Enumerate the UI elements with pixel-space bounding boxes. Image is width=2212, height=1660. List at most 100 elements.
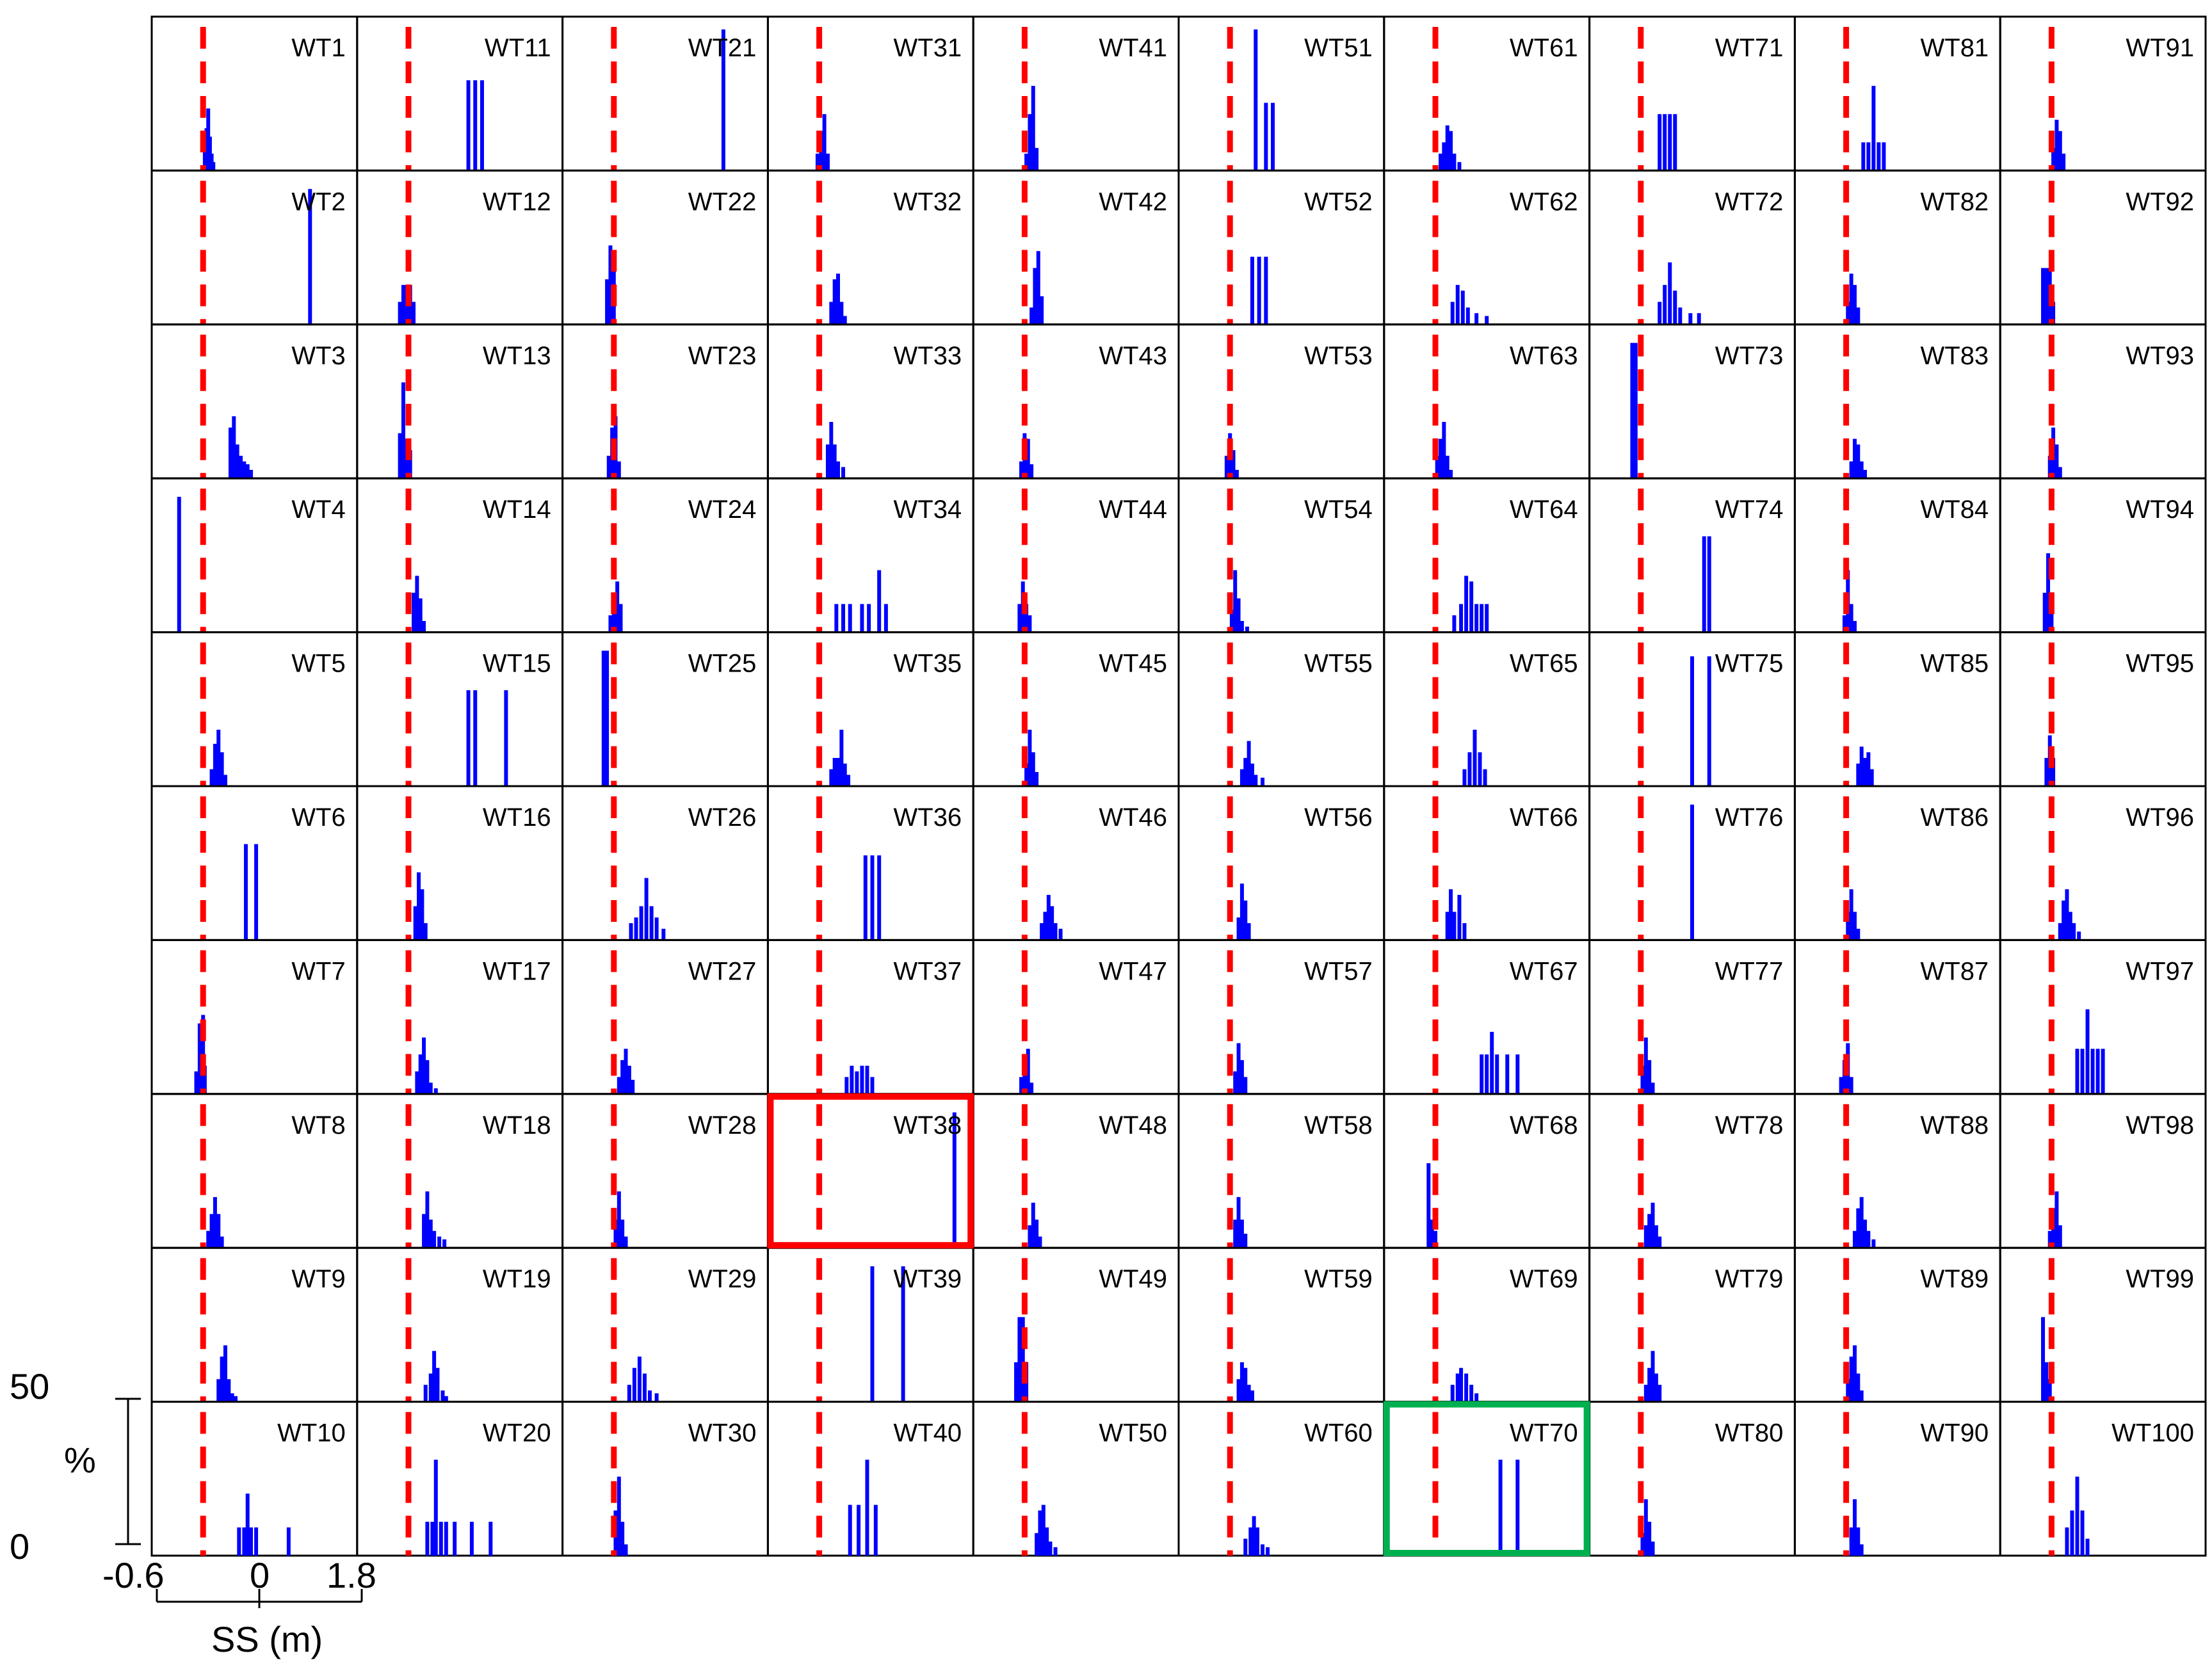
histogram-bar bbox=[829, 302, 834, 325]
panel-label: WT94 bbox=[2126, 496, 2194, 524]
panel-label: WT13 bbox=[483, 342, 551, 370]
panel-wt100: WT100 bbox=[1999, 1401, 2207, 1557]
panel-label: WT17 bbox=[483, 957, 551, 985]
panel-label: WT15 bbox=[483, 650, 551, 678]
panel-wt35: WT35 bbox=[766, 631, 974, 787]
histogram-bar bbox=[220, 752, 224, 786]
panel-label: WT37 bbox=[894, 957, 962, 985]
x-axis-scale: -0.6 0 1.8 SS (m) bbox=[102, 1555, 376, 1659]
histogram-bar bbox=[1430, 1220, 1434, 1248]
histogram-bar bbox=[618, 604, 623, 633]
panel-label: WT82 bbox=[1921, 188, 1989, 216]
panel-wt21: WT21 bbox=[561, 15, 769, 172]
panel-label: WT29 bbox=[688, 1265, 757, 1293]
histogram-bar bbox=[1457, 162, 1462, 171]
panel-label: WT28 bbox=[688, 1111, 757, 1140]
histogram-bar bbox=[1859, 461, 1864, 479]
histogram-bar bbox=[202, 1065, 207, 1094]
panel-wt53: WT53 bbox=[1177, 323, 1385, 479]
panel-wt87: WT87 bbox=[1793, 939, 2001, 1095]
histogram-bar bbox=[422, 620, 426, 633]
histogram-bar bbox=[639, 906, 643, 940]
histogram-bar bbox=[237, 1527, 241, 1556]
panel-wt99: WT99 bbox=[1999, 1246, 2207, 1403]
histogram-bar bbox=[841, 604, 846, 633]
histogram-bar bbox=[194, 1071, 198, 1094]
histogram-bar bbox=[398, 433, 402, 479]
histogram-bar bbox=[2058, 467, 2062, 479]
panel-label: WT26 bbox=[688, 803, 757, 832]
histogram-bar bbox=[213, 1197, 217, 1248]
histogram-bar bbox=[439, 1522, 443, 1556]
histogram-bar bbox=[1846, 1379, 1850, 1402]
panel-label: WT45 bbox=[1099, 650, 1167, 678]
histogram-bar bbox=[2075, 1476, 2079, 1556]
histogram-bar bbox=[608, 615, 613, 633]
histogram-bar bbox=[1668, 262, 1672, 325]
histogram-bar bbox=[1474, 1393, 1479, 1402]
highlight-box-wt38 bbox=[767, 1093, 974, 1249]
histogram-bar bbox=[836, 461, 841, 479]
panel-label: WT91 bbox=[2126, 34, 2194, 62]
panel-label: WT41 bbox=[1099, 34, 1167, 62]
histogram-bar bbox=[1643, 1499, 1648, 1556]
histogram-bar bbox=[1478, 752, 1482, 786]
histogram-bar bbox=[1053, 1547, 1058, 1556]
highlight-box-wt70 bbox=[1383, 1401, 1590, 1557]
histogram-bar bbox=[1663, 285, 1667, 325]
panel-label: WT52 bbox=[1304, 188, 1373, 216]
histogram-bar bbox=[832, 757, 837, 786]
panel-wt24: WT24 bbox=[561, 477, 769, 634]
histogram-bar bbox=[1257, 257, 1261, 325]
histogram-bar bbox=[627, 1385, 631, 1402]
histogram-bar bbox=[1856, 763, 1861, 786]
histogram-bar bbox=[249, 469, 254, 479]
histogram-bar bbox=[1224, 455, 1229, 479]
histogram-bar bbox=[1019, 461, 1024, 479]
histogram-bar bbox=[661, 928, 666, 940]
panel-wt61: WT61 bbox=[1383, 15, 1591, 172]
histogram-bar bbox=[1846, 912, 1850, 940]
panel-label: WT79 bbox=[1715, 1265, 1784, 1293]
histogram-bar bbox=[815, 153, 819, 171]
histogram-bar bbox=[1247, 1385, 1251, 1402]
panel-label: WT84 bbox=[1921, 496, 1989, 524]
histogram-bar bbox=[2062, 900, 2066, 940]
x-axis-tick-label-left: -0.6 bbox=[102, 1555, 165, 1595]
histogram-bar bbox=[2041, 268, 2046, 325]
panel-label: WT55 bbox=[1304, 650, 1373, 678]
histogram-bar bbox=[1028, 615, 1032, 633]
histogram-bar bbox=[2062, 153, 2066, 171]
panel-label: WT1 bbox=[291, 34, 345, 62]
histogram-bar bbox=[1250, 257, 1254, 325]
histogram-bar bbox=[1026, 1049, 1030, 1094]
histogram-bar bbox=[1031, 752, 1035, 786]
panel-wt72: WT72 bbox=[1588, 169, 1796, 326]
histogram-bar bbox=[1849, 604, 1853, 633]
histogram-bar bbox=[453, 1522, 457, 1556]
histogram-bar bbox=[2101, 1049, 2105, 1094]
histogram-bar bbox=[418, 598, 423, 633]
histogram-bar bbox=[232, 416, 236, 479]
histogram-bar bbox=[2070, 1510, 2074, 1556]
panel-label: WT33 bbox=[894, 342, 962, 370]
histogram-bar bbox=[1651, 1202, 1655, 1248]
panel-label: WT86 bbox=[1921, 803, 1989, 832]
panel-wt20: WT20 bbox=[356, 1401, 564, 1557]
histogram-bar bbox=[624, 1236, 628, 1248]
panel-label: WT25 bbox=[688, 650, 757, 678]
histogram-bar bbox=[631, 1079, 635, 1094]
histogram-bar bbox=[1236, 1043, 1241, 1094]
panel-wt42: WT42 bbox=[972, 169, 1180, 326]
histogram-bar bbox=[1271, 102, 1275, 171]
histogram-bar bbox=[228, 427, 232, 479]
panel-label: WT80 bbox=[1715, 1419, 1784, 1447]
histogram-bar bbox=[2080, 1510, 2085, 1556]
histogram-bar bbox=[254, 1527, 259, 1556]
panel-label: WT18 bbox=[483, 1111, 551, 1140]
histogram-bar bbox=[1029, 307, 1034, 325]
histogram-bar bbox=[209, 769, 214, 786]
histogram-bar bbox=[213, 743, 217, 786]
histogram-bar bbox=[2090, 1049, 2095, 1094]
histogram-bar bbox=[1252, 1516, 1256, 1556]
